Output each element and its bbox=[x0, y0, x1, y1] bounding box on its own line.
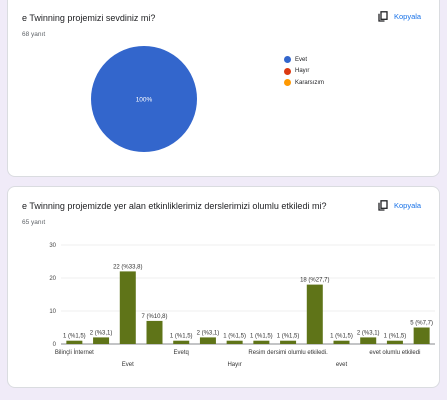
bar bbox=[306, 284, 323, 344]
bar bbox=[146, 320, 163, 344]
legend-item: Kararsızım bbox=[284, 77, 324, 89]
bar bbox=[413, 327, 430, 344]
bar bbox=[360, 337, 377, 344]
legend-item: Evet bbox=[284, 54, 324, 66]
bar-data-label: 18 (%27,7) bbox=[300, 278, 329, 284]
x-tick-label: evet olumlu etkiledi bbox=[369, 350, 420, 356]
response-count: 68 yanıt bbox=[22, 31, 46, 38]
bar bbox=[333, 340, 350, 344]
bar bbox=[280, 340, 297, 344]
x-tick-label: Evetq bbox=[174, 350, 189, 356]
bar-data-label: 5 (%7,7) bbox=[410, 321, 433, 327]
bar-data-label: 1 (%1,5) bbox=[277, 334, 300, 340]
copy-icon bbox=[378, 200, 388, 211]
bar bbox=[93, 337, 110, 344]
x-tick-label: Evet bbox=[122, 362, 134, 368]
legend-swatch bbox=[284, 79, 291, 87]
copy-chart-button[interactable]: Kopyala bbox=[378, 200, 421, 211]
pie-chart: 100% bbox=[91, 46, 197, 152]
bar bbox=[199, 337, 216, 344]
bar bbox=[253, 340, 270, 344]
pie-slice bbox=[91, 46, 197, 152]
bar bbox=[226, 340, 243, 344]
legend-swatch bbox=[284, 56, 291, 64]
copy-icon bbox=[378, 11, 388, 22]
legend-label: Kararsızım bbox=[295, 79, 325, 86]
x-tick-label: Bilinçli İnternet bbox=[55, 349, 94, 356]
bar-data-label: 7 (%10,8) bbox=[141, 314, 167, 320]
bar-data-label: 2 (%3,1) bbox=[357, 330, 380, 336]
bar bbox=[173, 340, 190, 344]
legend-item: Hayır bbox=[284, 66, 324, 78]
copy-label: Kopyala bbox=[394, 12, 422, 21]
question-card-2: e Twinning projemizde yer alan etkinlikl… bbox=[7, 186, 440, 388]
bar-data-label: 1 (%1,5) bbox=[384, 334, 407, 340]
bar-data-label: 1 (%1,5) bbox=[223, 334, 246, 340]
y-tick-label: 10 bbox=[49, 309, 56, 315]
legend-label: Evet bbox=[295, 56, 308, 63]
bar-data-label: 1 (%1,5) bbox=[63, 334, 86, 340]
bar-data-label: 1 (%1,5) bbox=[170, 334, 193, 340]
question-card-1: e Twinning projemizi sevdiniz mi? 68 yan… bbox=[7, 0, 440, 177]
bar-data-label: 1 (%1,5) bbox=[330, 334, 353, 340]
question-title: e Twinning projemizde yer alan etkinlikl… bbox=[22, 201, 327, 211]
legend-swatch bbox=[284, 67, 291, 75]
pie-legend: Evet Hayır Kararsızım bbox=[284, 54, 324, 89]
bar-data-label: 2 (%3,1) bbox=[197, 330, 220, 336]
x-tick-label: evet bbox=[336, 362, 348, 368]
bar bbox=[386, 340, 403, 344]
x-tick-label: Hayır bbox=[227, 362, 241, 368]
bar-data-label: 1 (%1,5) bbox=[250, 334, 273, 340]
y-tick-label: 30 bbox=[49, 243, 56, 249]
bar-data-label: 2 (%3,1) bbox=[90, 330, 113, 336]
question-title: e Twinning projemizi sevdiniz mi? bbox=[22, 13, 156, 23]
x-tick-label: Resim dersimi olumlu etkiledi. bbox=[248, 350, 328, 356]
copy-label: Kopyala bbox=[394, 201, 422, 210]
response-count: 65 yanıt bbox=[22, 219, 46, 226]
y-tick-label: 0 bbox=[53, 342, 57, 348]
legend-label: Hayır bbox=[295, 68, 310, 75]
copy-chart-button[interactable]: Kopyala bbox=[378, 11, 421, 22]
y-tick-label: 20 bbox=[49, 276, 56, 282]
bar-data-label: 22 (%33,8) bbox=[113, 264, 142, 270]
bar bbox=[119, 271, 136, 344]
pie-data-label: 100% bbox=[136, 97, 153, 104]
bar bbox=[66, 340, 83, 344]
